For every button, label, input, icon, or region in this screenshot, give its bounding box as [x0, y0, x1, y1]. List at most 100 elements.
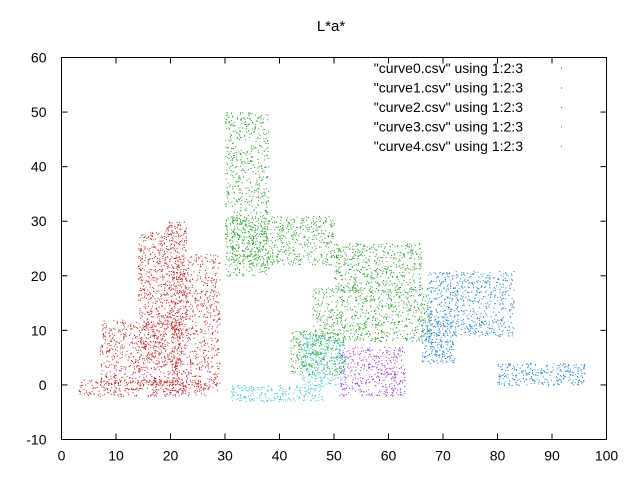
- data-point: [218, 317, 220, 319]
- data-point: [249, 237, 251, 239]
- data-point: [110, 375, 112, 377]
- data-point: [375, 270, 377, 272]
- data-point: [204, 282, 206, 284]
- data-point: [107, 343, 109, 345]
- data-point: [183, 325, 185, 327]
- data-point: [266, 257, 268, 259]
- data-point: [233, 229, 235, 231]
- data-point: [379, 260, 381, 262]
- data-point: [191, 351, 193, 353]
- data-point: [385, 280, 387, 282]
- data-point: [257, 260, 258, 262]
- data-point: [340, 254, 342, 256]
- data-point: [239, 113, 241, 115]
- data-point: [410, 295, 412, 297]
- data-point: [185, 232, 187, 234]
- data-point: [379, 313, 380, 315]
- data-point: [263, 169, 265, 171]
- data-point: [164, 381, 166, 383]
- data-point: [167, 356, 169, 358]
- data-point: [313, 222, 315, 224]
- data-point: [263, 232, 265, 234]
- data-point: [110, 339, 112, 341]
- data-point: [211, 340, 213, 341]
- data-point: [267, 252, 268, 254]
- data-point: [238, 248, 239, 250]
- data-point: [357, 264, 359, 266]
- data-point: [204, 357, 206, 359]
- data-point: [170, 274, 172, 276]
- data-point: [144, 248, 146, 250]
- data-point: [240, 235, 242, 237]
- data-point: [412, 249, 414, 251]
- data-point: [411, 288, 413, 290]
- data-point: [334, 222, 335, 224]
- data-point: [397, 334, 399, 336]
- data-point: [177, 335, 179, 337]
- data-point: [116, 350, 118, 352]
- data-point: [182, 262, 184, 263]
- data-point: [288, 246, 290, 248]
- data-point: [205, 333, 207, 335]
- data-point: [160, 322, 162, 324]
- data-point: [149, 379, 151, 381]
- data-point: [143, 250, 145, 252]
- data-point: [299, 243, 301, 245]
- data-point: [182, 271, 184, 273]
- data-point: [340, 314, 342, 316]
- data-point: [158, 313, 160, 314]
- data-point: [225, 122, 227, 124]
- data-point: [174, 366, 176, 368]
- data-point: [290, 227, 292, 229]
- data-point: [256, 196, 258, 198]
- data-point: [396, 275, 398, 277]
- data-point: [358, 289, 360, 291]
- data-point: [154, 253, 156, 255]
- data-point: [238, 260, 240, 262]
- data-point: [202, 365, 204, 367]
- data-point: [227, 114, 229, 116]
- data-point: [157, 278, 159, 280]
- data-point: [146, 381, 148, 383]
- data-point: [232, 188, 234, 190]
- data-point: [403, 263, 405, 265]
- data-point: [286, 243, 288, 245]
- data-point: [184, 249, 186, 251]
- data-point: [139, 382, 141, 384]
- data-point: [167, 326, 169, 328]
- data-point: [226, 187, 228, 189]
- data-point: [359, 282, 361, 284]
- data-point: [424, 312, 426, 313]
- data-point: [164, 350, 166, 352]
- data-point: [114, 380, 116, 381]
- data-point: [389, 291, 391, 293]
- data-point: [160, 334, 162, 336]
- data-point: [387, 321, 389, 323]
- data-point: [159, 313, 161, 314]
- data-point: [203, 284, 205, 286]
- data-point: [163, 391, 165, 393]
- data-points: [78, 112, 586, 403]
- data-point: [293, 260, 295, 262]
- data-point: [314, 259, 315, 261]
- data-point: [366, 295, 368, 297]
- data-point: [212, 348, 214, 350]
- data-point: [359, 295, 361, 297]
- data-point: [173, 336, 175, 338]
- data-point: [263, 240, 265, 242]
- data-point: [141, 380, 143, 382]
- data-point: [166, 263, 168, 265]
- data-point: [142, 240, 144, 242]
- data-point: [419, 284, 421, 286]
- data-point: [173, 267, 175, 269]
- data-point: [215, 383, 217, 385]
- data-point: [159, 240, 161, 242]
- data-point: [183, 240, 185, 241]
- data-point: [181, 392, 183, 394]
- data-point: [146, 311, 148, 313]
- data-point: [235, 273, 237, 275]
- data-point: [313, 223, 315, 225]
- data-point: [338, 248, 339, 250]
- data-point: [138, 273, 140, 275]
- data-point: [376, 249, 378, 251]
